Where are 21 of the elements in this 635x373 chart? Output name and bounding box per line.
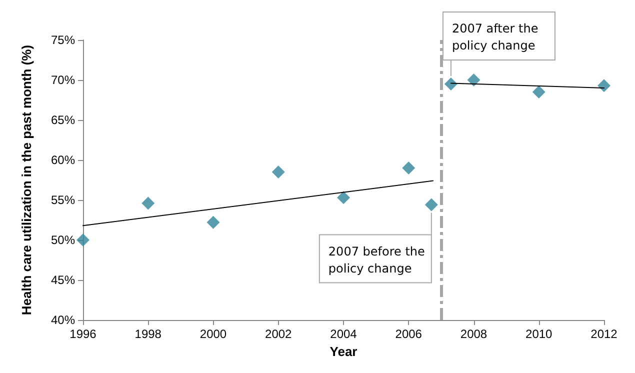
y-tick-label: 70% bbox=[50, 73, 76, 87]
x-tick-label: 2008 bbox=[460, 327, 488, 341]
y-tick-label: 55% bbox=[50, 193, 76, 207]
x-tick-label: 2012 bbox=[590, 327, 618, 341]
x-tick-label: 2002 bbox=[265, 327, 292, 341]
x-tick-label: 1996 bbox=[70, 327, 97, 341]
y-tick-label: 60% bbox=[50, 153, 76, 167]
y-tick-label: 40% bbox=[50, 313, 76, 327]
x-tick-label: 2006 bbox=[395, 327, 422, 341]
y-tick-label: 65% bbox=[50, 113, 76, 127]
x-tick-label: 2010 bbox=[526, 327, 553, 341]
x-tick-label: 2004 bbox=[330, 327, 358, 341]
x-tick-label: 1998 bbox=[134, 327, 162, 341]
x-tick-label: 2000 bbox=[200, 327, 227, 341]
x-axis-title: Year bbox=[330, 344, 358, 359]
y-axis-title: Health care utilization in the past month (%) bbox=[19, 44, 34, 316]
annotation: 2007 after the policy change bbox=[452, 22, 538, 52]
annotation: 2007 before the policy change bbox=[328, 244, 425, 276]
y-tick-label: 75% bbox=[50, 33, 76, 47]
y-tick-label: 45% bbox=[50, 273, 76, 287]
y-tick-label: 50% bbox=[50, 233, 76, 247]
